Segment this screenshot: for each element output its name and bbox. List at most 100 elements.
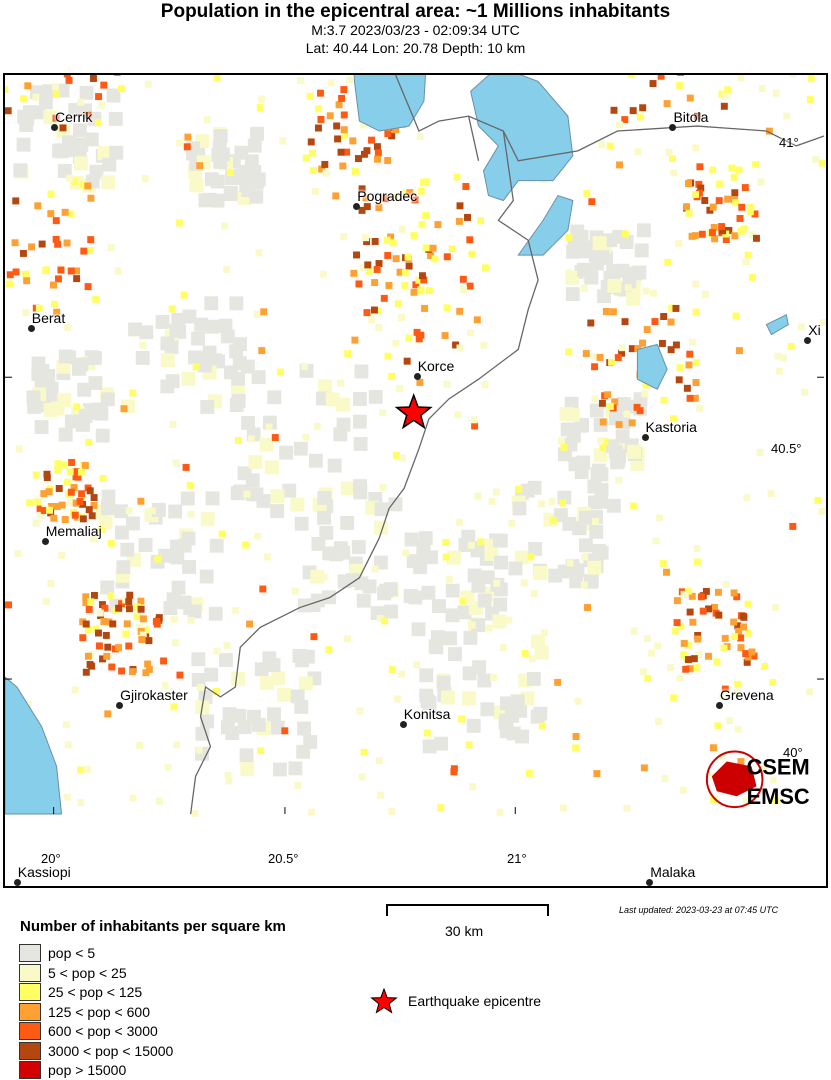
population-map[interactable]: CSEM EMSC Cerrik Pogradec Bitola Berat Xi Kor… — [3, 73, 828, 888]
density-cell — [671, 627, 679, 635]
legend-label: 125 < pop < 600 — [48, 1003, 150, 1020]
density-cell — [90, 591, 98, 599]
density-cell — [318, 379, 333, 394]
density-cell — [643, 635, 651, 642]
density-cell — [650, 289, 658, 297]
density-cell — [186, 482, 194, 490]
density-cell — [814, 497, 822, 504]
density-cell — [566, 244, 581, 259]
density-cell — [243, 490, 251, 498]
density-cell — [104, 710, 112, 718]
density-cell — [270, 489, 285, 504]
density-cell — [769, 776, 777, 784]
density-cell — [79, 85, 94, 100]
density-cell — [812, 155, 820, 163]
density-cell — [375, 260, 383, 268]
density-cell — [420, 276, 428, 284]
density-cell — [634, 243, 649, 258]
density-cell — [508, 561, 523, 576]
density-cell — [204, 296, 219, 311]
density-cell — [592, 543, 607, 558]
density-cell — [14, 550, 22, 558]
density-cell — [590, 353, 598, 360]
density-cell — [405, 334, 413, 342]
density-cell — [673, 619, 681, 627]
density-cell — [549, 516, 557, 524]
density-cell — [514, 550, 529, 565]
density-cell — [291, 587, 299, 595]
density-cell — [31, 356, 46, 371]
density-cell — [73, 267, 80, 275]
density-cell — [58, 552, 66, 559]
density-cell — [392, 126, 400, 134]
density-cell — [490, 674, 497, 682]
density-cell — [698, 230, 706, 238]
lon-label: 20.5° — [268, 851, 299, 866]
density-cell — [413, 328, 421, 336]
density-cell — [388, 807, 396, 815]
density-cell — [673, 597, 681, 605]
density-cell — [621, 318, 629, 326]
density-cell — [422, 696, 437, 711]
density-cell — [718, 223, 726, 231]
density-cell — [117, 85, 125, 93]
density-cell — [686, 350, 694, 358]
density-cell — [385, 282, 393, 289]
density-cell — [12, 197, 20, 205]
density-cell — [92, 625, 100, 633]
density-cell — [260, 676, 275, 690]
density-cell — [325, 646, 333, 654]
density-cell — [566, 559, 574, 567]
density-cell — [244, 154, 259, 169]
density-cell — [240, 359, 255, 374]
density-cell — [87, 351, 102, 365]
density-cell — [398, 670, 406, 678]
density-cell — [6, 280, 14, 288]
density-cell — [456, 344, 464, 352]
density-cell — [247, 435, 255, 443]
density-cell — [639, 339, 647, 347]
density-cell — [340, 86, 348, 94]
density-cell — [733, 689, 741, 697]
density-cell — [257, 747, 265, 755]
density-cell — [538, 500, 545, 508]
density-cell — [158, 548, 173, 563]
density-cell — [126, 516, 140, 531]
city-label: Memaliaj — [45, 522, 102, 539]
density-cell — [120, 405, 128, 413]
density-cell — [82, 668, 90, 676]
density-cell — [515, 485, 523, 493]
density-cell — [691, 232, 699, 240]
density-cell — [13, 163, 28, 178]
density-cell — [42, 267, 50, 275]
density-cell — [322, 546, 337, 561]
density-cell — [223, 642, 231, 649]
density-cell — [77, 382, 92, 397]
density-cell — [434, 736, 449, 751]
density-cell — [82, 593, 90, 601]
density-cell — [429, 244, 437, 252]
density-cell — [692, 280, 700, 288]
density-cell — [423, 729, 431, 737]
density-cell — [47, 580, 55, 588]
density-cell — [191, 652, 206, 667]
density-cell — [801, 388, 809, 396]
density-cell — [434, 221, 442, 229]
density-cell — [183, 143, 191, 151]
density-cell — [758, 85, 766, 92]
density-cell — [446, 550, 461, 565]
density-cell — [218, 530, 226, 538]
lake-small-prespa — [517, 194, 574, 256]
density-cell — [276, 368, 284, 376]
density-cell — [422, 211, 430, 219]
density-cell — [492, 614, 507, 629]
density-cell — [468, 621, 476, 629]
density-cell — [638, 73, 645, 74]
density-cell — [677, 75, 685, 76]
lat-label: 40° — [783, 745, 803, 760]
density-cell — [570, 563, 585, 578]
density-cell — [171, 312, 186, 327]
density-cell — [246, 620, 254, 628]
density-cell — [694, 635, 702, 643]
density-cell — [101, 604, 109, 612]
